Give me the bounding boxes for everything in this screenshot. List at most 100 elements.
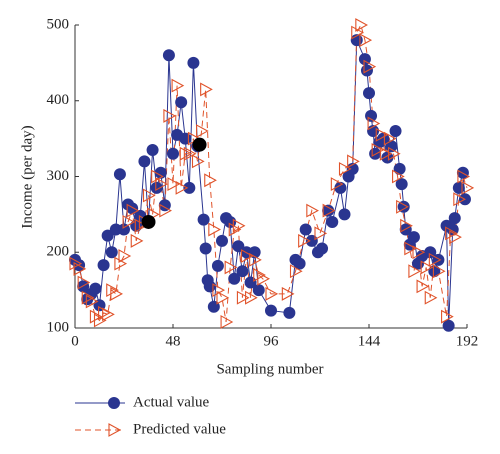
legend-label: Actual value: [133, 394, 210, 410]
data-point: [338, 161, 352, 176]
data-point: [252, 284, 265, 297]
data-point: [232, 240, 245, 253]
x-tick-label: 192: [456, 333, 479, 349]
x-tick-label: 48: [166, 333, 181, 349]
data-point: [73, 261, 87, 276]
data-point: [93, 313, 107, 328]
data-point: [363, 59, 377, 74]
data-point: [283, 306, 296, 319]
data-point: [442, 319, 455, 332]
x-tick-label: 0: [71, 333, 79, 349]
data-point: [338, 208, 351, 221]
highlight-point: [141, 214, 156, 229]
data-point: [245, 290, 258, 305]
data-point: [105, 246, 118, 259]
data-point: [179, 146, 193, 161]
data-point: [322, 203, 336, 218]
data-point: [106, 283, 119, 298]
data-point: [102, 307, 115, 322]
data-point: [89, 309, 103, 324]
data-point: [110, 286, 123, 301]
data-point: [175, 180, 189, 195]
data-point: [389, 125, 402, 138]
data-point: [281, 286, 295, 301]
data-point: [314, 226, 328, 241]
data-point: [428, 252, 442, 267]
data-point: [408, 264, 422, 279]
data-point: [445, 226, 458, 241]
data-point: [134, 218, 148, 233]
data-point: [365, 109, 378, 122]
data-point: [358, 53, 371, 66]
y-tick-label: 200: [47, 244, 70, 260]
data-point: [203, 280, 216, 293]
legend-marker: [108, 423, 122, 437]
data-point: [265, 304, 277, 317]
data-point: [424, 246, 437, 259]
data-point: [412, 245, 426, 260]
data-point: [113, 168, 126, 181]
data-point: [395, 178, 408, 191]
data-point: [196, 124, 209, 138]
data-point: [400, 218, 413, 233]
data-point: [118, 249, 132, 263]
data-point: [330, 177, 344, 192]
data-point: [355, 18, 368, 32]
data-point: [298, 233, 311, 248]
data-point: [98, 305, 111, 320]
data-point: [249, 252, 262, 267]
data-point: [441, 309, 454, 324]
data-point: [228, 222, 242, 237]
data-point: [175, 96, 188, 109]
data-point: [299, 223, 312, 236]
data-point: [383, 131, 397, 146]
data-point: [138, 155, 151, 168]
data-point: [197, 213, 210, 226]
x-tick-label: 144: [358, 333, 381, 349]
data-point: [69, 256, 83, 271]
data-point: [453, 192, 466, 207]
data-point: [289, 264, 303, 279]
data-point: [379, 146, 393, 161]
data-point: [416, 279, 430, 294]
data-point: [212, 283, 226, 298]
data-point: [322, 204, 335, 217]
data-point: [232, 218, 246, 233]
y-tick-label: 100: [47, 319, 70, 335]
data-point: [397, 200, 410, 213]
data-point: [179, 132, 192, 145]
data-point: [305, 234, 318, 247]
data-point: [187, 56, 200, 69]
series-line: [74, 23, 468, 323]
data-point: [118, 223, 130, 236]
data-point: [452, 181, 465, 194]
legend-label: Predicted value: [133, 421, 226, 437]
data-point: [424, 290, 438, 305]
data-point: [257, 271, 270, 286]
data-point: [216, 290, 230, 305]
data-point: [211, 259, 224, 272]
data-point: [183, 146, 197, 161]
x-tick-label: 96: [264, 333, 280, 349]
data-point: [407, 231, 420, 244]
data-point: [392, 169, 405, 184]
y-tick-label: 300: [47, 168, 70, 184]
data-point: [316, 242, 329, 255]
data-point: [396, 199, 409, 214]
data-point: [306, 203, 319, 218]
data-point: [150, 181, 163, 194]
data-point: [142, 188, 156, 203]
data-point: [228, 272, 241, 285]
data-point: [183, 181, 196, 194]
data-point: [220, 315, 234, 329]
data-point: [158, 199, 171, 212]
data-point: [448, 212, 461, 225]
data-point: [404, 241, 417, 256]
data-point: [334, 181, 347, 194]
data-point: [371, 143, 385, 157]
data-point: [253, 268, 266, 282]
data-point: [461, 180, 475, 195]
data-point: [240, 249, 254, 263]
y-axis-label: Income (per day): [19, 125, 35, 228]
data-point: [367, 116, 381, 131]
